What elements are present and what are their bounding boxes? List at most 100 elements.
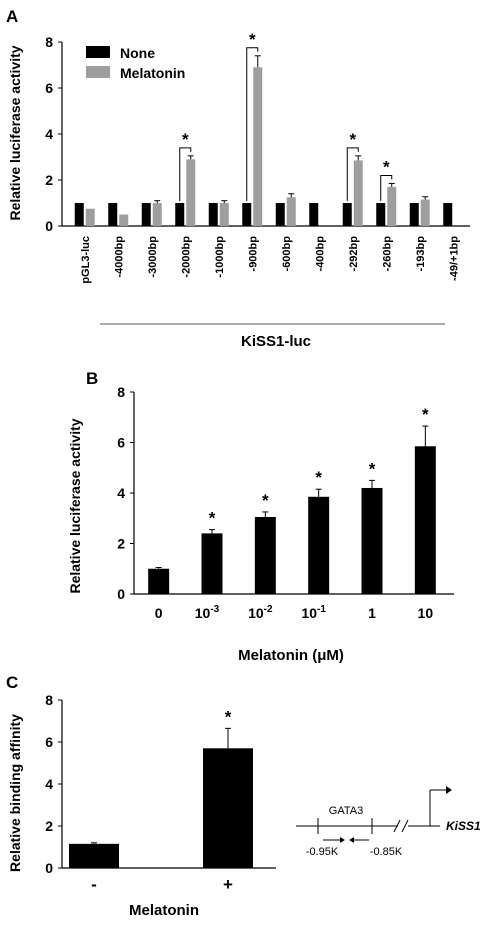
panel-c-bars: *: [69, 707, 253, 868]
x-tick-label: 10-1: [301, 604, 326, 621]
promoter-diagram: GATA3 -0.95K -0.85K KiSS1: [296, 786, 481, 858]
significance-star: *: [225, 707, 232, 726]
legend-swatch-none: [86, 46, 110, 58]
x-tick-label: -193bp: [415, 236, 427, 272]
panel-a-y-axis-label: Relative luciferase activity: [7, 45, 23, 220]
bar: [361, 487, 383, 594]
bar-none: [108, 203, 118, 226]
significance-star: *: [315, 468, 322, 487]
y-tick-label: 8: [117, 384, 125, 400]
bar: [254, 516, 276, 594]
x-tick-label: -: [91, 875, 97, 894]
panel-b-y-ticks: 0 2 4 6 8: [117, 384, 134, 602]
x-tick-label: 10-2: [248, 604, 273, 621]
x-tick-label: 1: [368, 605, 376, 621]
x-tick-label: -4000bp: [113, 236, 125, 278]
bar-none: [342, 203, 352, 226]
y-tick-label: 4: [117, 485, 125, 501]
bar-none: [409, 203, 419, 226]
bar-melatonin: [119, 214, 129, 226]
panel-a: A Relative luciferase activity None Mela…: [6, 7, 470, 350]
significance-star: *: [262, 491, 269, 510]
x-tick-label: 10-3: [195, 604, 220, 621]
significance-bracket: [380, 174, 393, 201]
y-tick-label: 6: [117, 435, 125, 451]
bar-melatonin: [286, 197, 296, 226]
x-tick-label: -900bp: [247, 236, 259, 272]
y-tick-label: 6: [45, 80, 53, 96]
bar-none: [141, 203, 151, 226]
significance-star: *: [383, 157, 390, 176]
y-tick-label: 0: [45, 860, 53, 876]
y-tick-label: 4: [45, 126, 53, 142]
axis-break-mark-2: [401, 819, 409, 833]
y-tick-label: 8: [45, 34, 53, 50]
panel-c-y-axis-label: Relative binding affinity: [7, 714, 23, 872]
panel-c-y-ticks: 0 2 4 6 8: [45, 692, 62, 876]
bar: [414, 446, 436, 594]
bar: [203, 748, 253, 868]
significance-bracket: [246, 47, 259, 201]
bar-none: [208, 203, 218, 226]
axis-break-mark-1: [393, 819, 401, 833]
legend-label-none: None: [120, 45, 155, 61]
significance-bracket: [346, 147, 359, 201]
bar-melatonin: [420, 199, 430, 226]
x-tick-label: -2000bp: [180, 236, 192, 278]
panel-letter-c: C: [6, 673, 18, 692]
legend-swatch-melatonin: [86, 66, 110, 78]
x-tick-label: 10: [418, 605, 434, 621]
reverse-primer-arrow-head: [349, 837, 354, 843]
bar-melatonin: [152, 203, 162, 226]
panel-a-group-label: KiSS1-luc: [241, 333, 311, 350]
bar-none: [74, 203, 84, 226]
bar-melatonin: [253, 67, 263, 226]
x-tick-label: +: [223, 875, 233, 894]
gene-label: KiSS1: [446, 819, 481, 833]
x-tick-label: -400bp: [314, 236, 326, 272]
panel-a-legend: None Melatonin: [86, 45, 185, 81]
x-tick-label: 0: [155, 605, 163, 621]
x-tick-label: -3000bp: [147, 236, 159, 278]
y-tick-label: 0: [117, 586, 125, 602]
bar-none: [242, 203, 252, 226]
x-tick-label: -1000bp: [214, 236, 226, 278]
panel-a-bars: * * * *: [74, 30, 453, 226]
x-tick-label: -260bp: [381, 236, 393, 272]
significance-star: *: [349, 130, 356, 149]
gata3-site-label: GATA3: [329, 805, 363, 817]
position-label-right: -0.85K: [370, 846, 403, 858]
bar: [69, 843, 119, 868]
forward-primer-arrow-head: [340, 837, 345, 843]
significance-star: *: [369, 459, 376, 478]
y-tick-label: 2: [117, 536, 125, 552]
panel-b-bars: * * * * *: [148, 405, 436, 594]
panel-c-x-axis-label: Melatonin: [129, 902, 199, 919]
bar: [308, 496, 330, 594]
bar-none: [376, 203, 386, 226]
significance-star: *: [182, 130, 189, 149]
panel-a-y-ticks: 0 2 4 6 8: [45, 34, 62, 234]
significance-star: *: [422, 405, 429, 424]
significance-bracket: [179, 147, 192, 201]
tss-arrow-head: [446, 786, 452, 794]
panel-letter-b: B: [86, 369, 98, 388]
panel-letter-a: A: [6, 7, 18, 26]
panel-b-y-axis-label: Relative luciferase activity: [67, 418, 83, 593]
position-label-left: -0.95K: [306, 846, 339, 858]
x-tick-label: pGL3-luc: [80, 236, 92, 284]
panel-a-x-tick-labels: pGL3-luc -4000bp -3000bp -2000bp -1000bp -900…: [80, 236, 461, 284]
bar: [201, 533, 223, 594]
y-tick-label: 2: [45, 818, 53, 834]
panel-b-axes: [133, 392, 454, 595]
y-tick-label: 2: [45, 172, 53, 188]
significance-star: *: [209, 509, 216, 528]
x-tick-label: -292bp: [348, 236, 360, 272]
bar-melatonin: [387, 186, 397, 226]
y-tick-label: 6: [45, 734, 53, 750]
y-tick-label: 4: [45, 776, 53, 792]
bar-none: [443, 203, 453, 226]
significance-star: *: [249, 30, 256, 49]
